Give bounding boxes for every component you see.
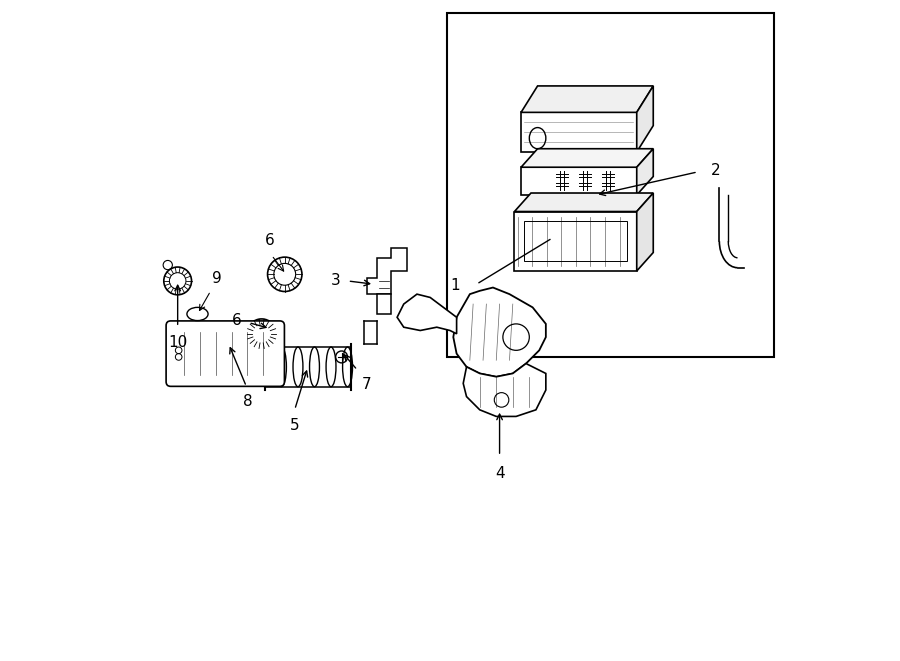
- Polygon shape: [521, 86, 653, 112]
- Text: 4: 4: [495, 466, 504, 481]
- Text: 5: 5: [290, 418, 300, 433]
- Polygon shape: [636, 86, 653, 152]
- Text: 9: 9: [212, 270, 221, 286]
- Polygon shape: [521, 149, 653, 167]
- Bar: [446, 13, 774, 357]
- Text: 1: 1: [450, 278, 460, 293]
- Polygon shape: [454, 288, 545, 377]
- Text: 7: 7: [362, 377, 371, 392]
- Text: 6: 6: [232, 313, 242, 328]
- Polygon shape: [521, 112, 636, 152]
- FancyBboxPatch shape: [166, 321, 284, 386]
- Ellipse shape: [187, 307, 208, 321]
- Text: 6: 6: [266, 233, 275, 248]
- Polygon shape: [636, 149, 653, 195]
- Text: 2: 2: [711, 163, 721, 178]
- Text: 3: 3: [331, 274, 341, 288]
- Text: 10: 10: [168, 335, 187, 350]
- Polygon shape: [464, 364, 545, 416]
- Polygon shape: [377, 294, 391, 314]
- Text: 8: 8: [243, 394, 253, 409]
- Polygon shape: [515, 193, 653, 212]
- Polygon shape: [397, 294, 456, 334]
- Polygon shape: [636, 193, 653, 271]
- Polygon shape: [515, 212, 636, 271]
- Polygon shape: [521, 167, 636, 195]
- Bar: [525, 221, 626, 261]
- Polygon shape: [367, 248, 407, 294]
